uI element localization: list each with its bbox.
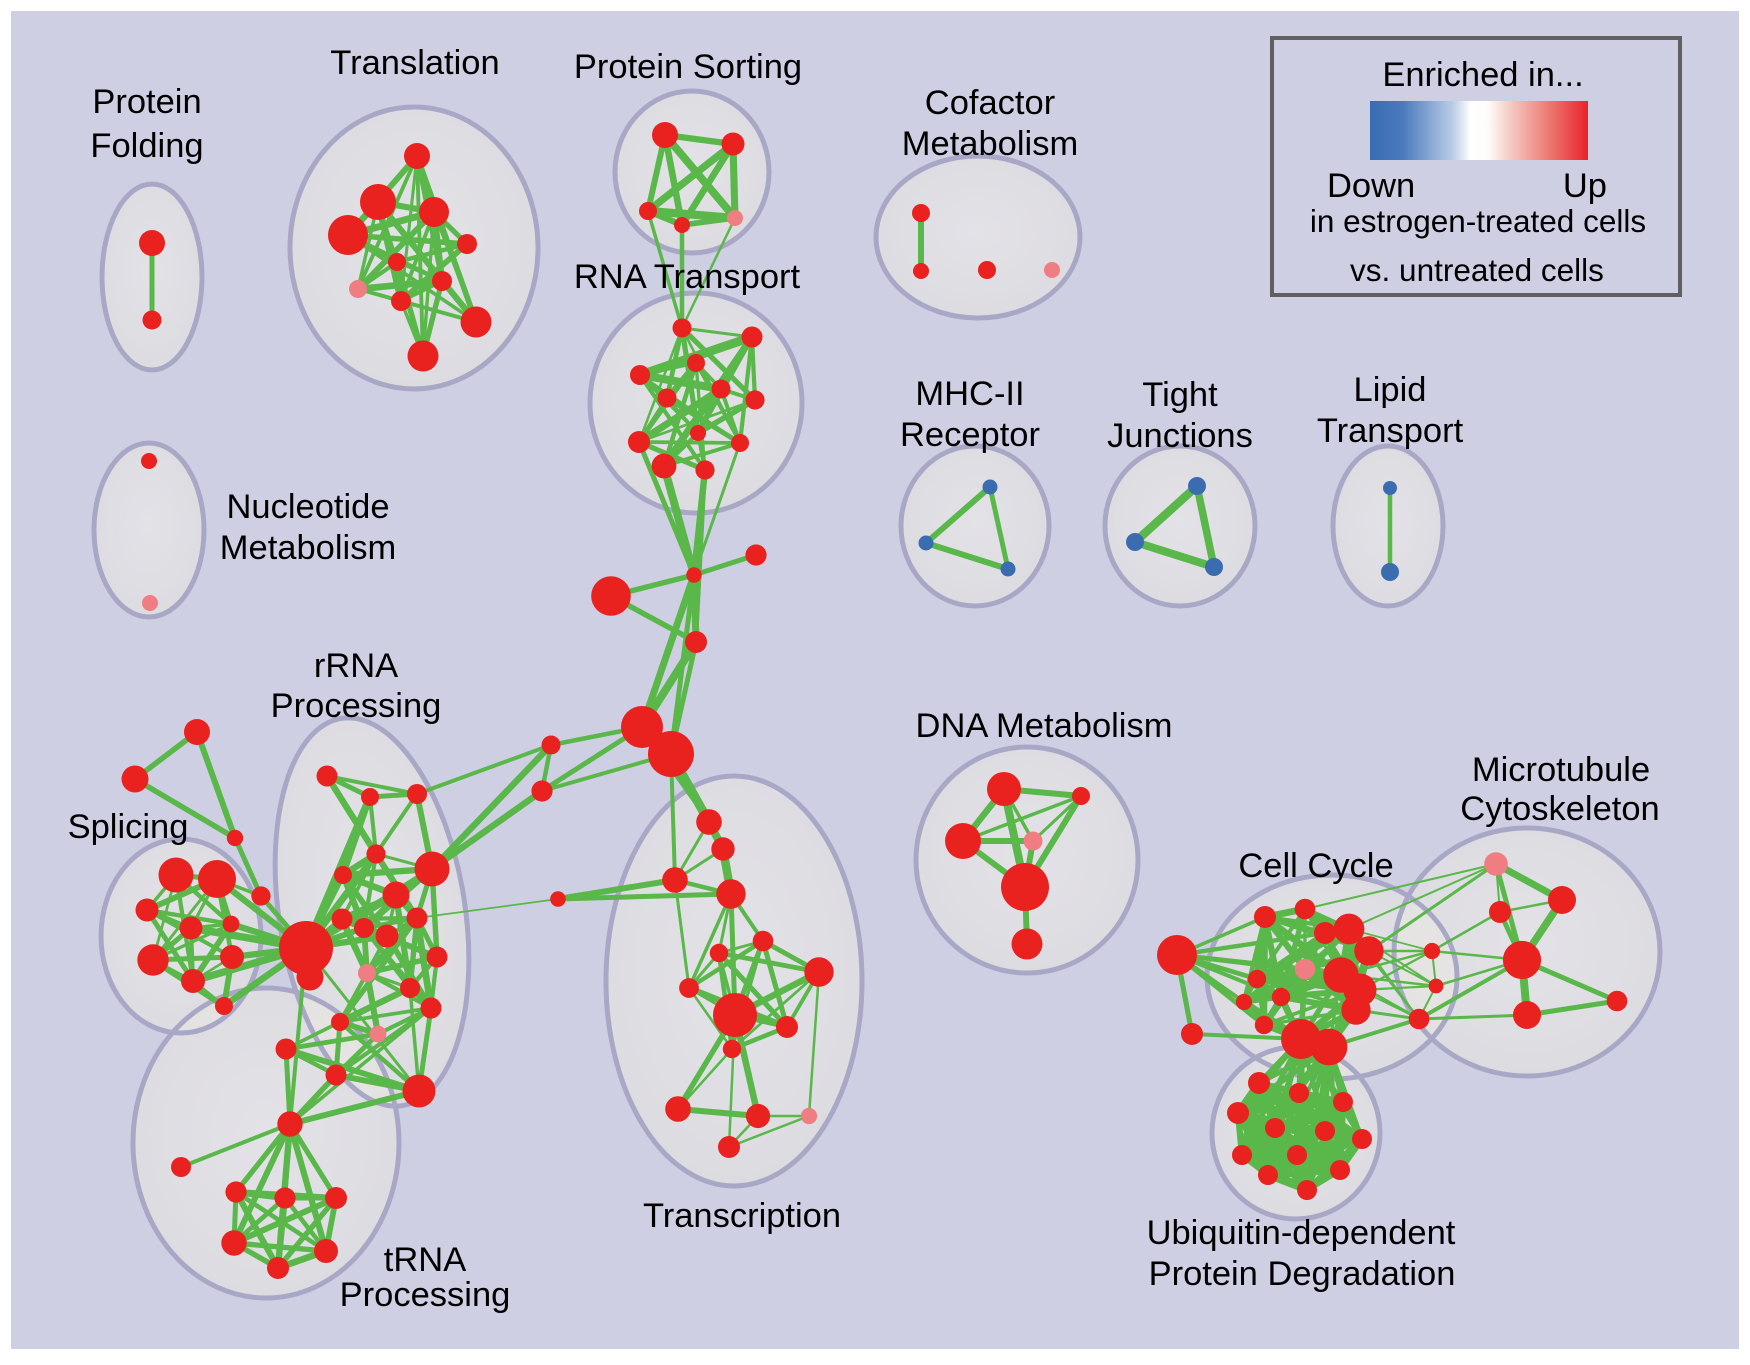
svg-text:tRNA: tRNA xyxy=(384,1241,466,1279)
svg-text:Tight: Tight xyxy=(1142,376,1218,414)
svg-text:Protein Degradation: Protein Degradation xyxy=(1149,1255,1456,1293)
svg-text:Translation: Translation xyxy=(330,44,499,82)
svg-text:Lipid: Lipid xyxy=(1354,371,1427,409)
svg-text:Transcription: Transcription xyxy=(643,1197,841,1235)
svg-text:Metabolism: Metabolism xyxy=(220,529,396,567)
svg-text:Processing: Processing xyxy=(271,687,442,725)
svg-text:Up: Up xyxy=(1563,167,1607,205)
svg-text:DNA Metabolism: DNA Metabolism xyxy=(916,707,1173,745)
svg-text:Splicing: Splicing xyxy=(68,808,189,846)
svg-text:Transport: Transport xyxy=(1317,412,1464,450)
svg-text:Microtubule: Microtubule xyxy=(1472,751,1650,789)
svg-text:Nucleotide: Nucleotide xyxy=(226,488,389,526)
svg-text:Junctions: Junctions xyxy=(1107,417,1253,455)
svg-text:Enriched in...: Enriched in... xyxy=(1382,56,1583,94)
svg-text:Cofactor: Cofactor xyxy=(925,84,1055,122)
svg-text:Protein Sorting: Protein Sorting xyxy=(574,48,802,86)
svg-text:Processing: Processing xyxy=(340,1276,511,1314)
svg-text:MHC-II: MHC-II xyxy=(915,375,1024,413)
svg-text:Protein: Protein xyxy=(92,83,201,121)
svg-text:vs. untreated cells: vs. untreated cells xyxy=(1350,252,1604,288)
svg-text:Folding: Folding xyxy=(90,127,203,165)
svg-text:Metabolism: Metabolism xyxy=(902,125,1078,163)
svg-text:in estrogen-treated cells: in estrogen-treated cells xyxy=(1310,203,1646,239)
svg-text:rRNA: rRNA xyxy=(314,647,398,685)
svg-text:RNA Transport: RNA Transport xyxy=(574,258,801,296)
svg-text:Ubiquitin-dependent: Ubiquitin-dependent xyxy=(1147,1214,1456,1252)
svg-text:Receptor: Receptor xyxy=(900,416,1040,454)
svg-text:Cytoskeleton: Cytoskeleton xyxy=(1460,790,1659,828)
svg-text:Cell Cycle: Cell Cycle xyxy=(1238,847,1393,885)
svg-text:Down: Down xyxy=(1327,167,1415,205)
